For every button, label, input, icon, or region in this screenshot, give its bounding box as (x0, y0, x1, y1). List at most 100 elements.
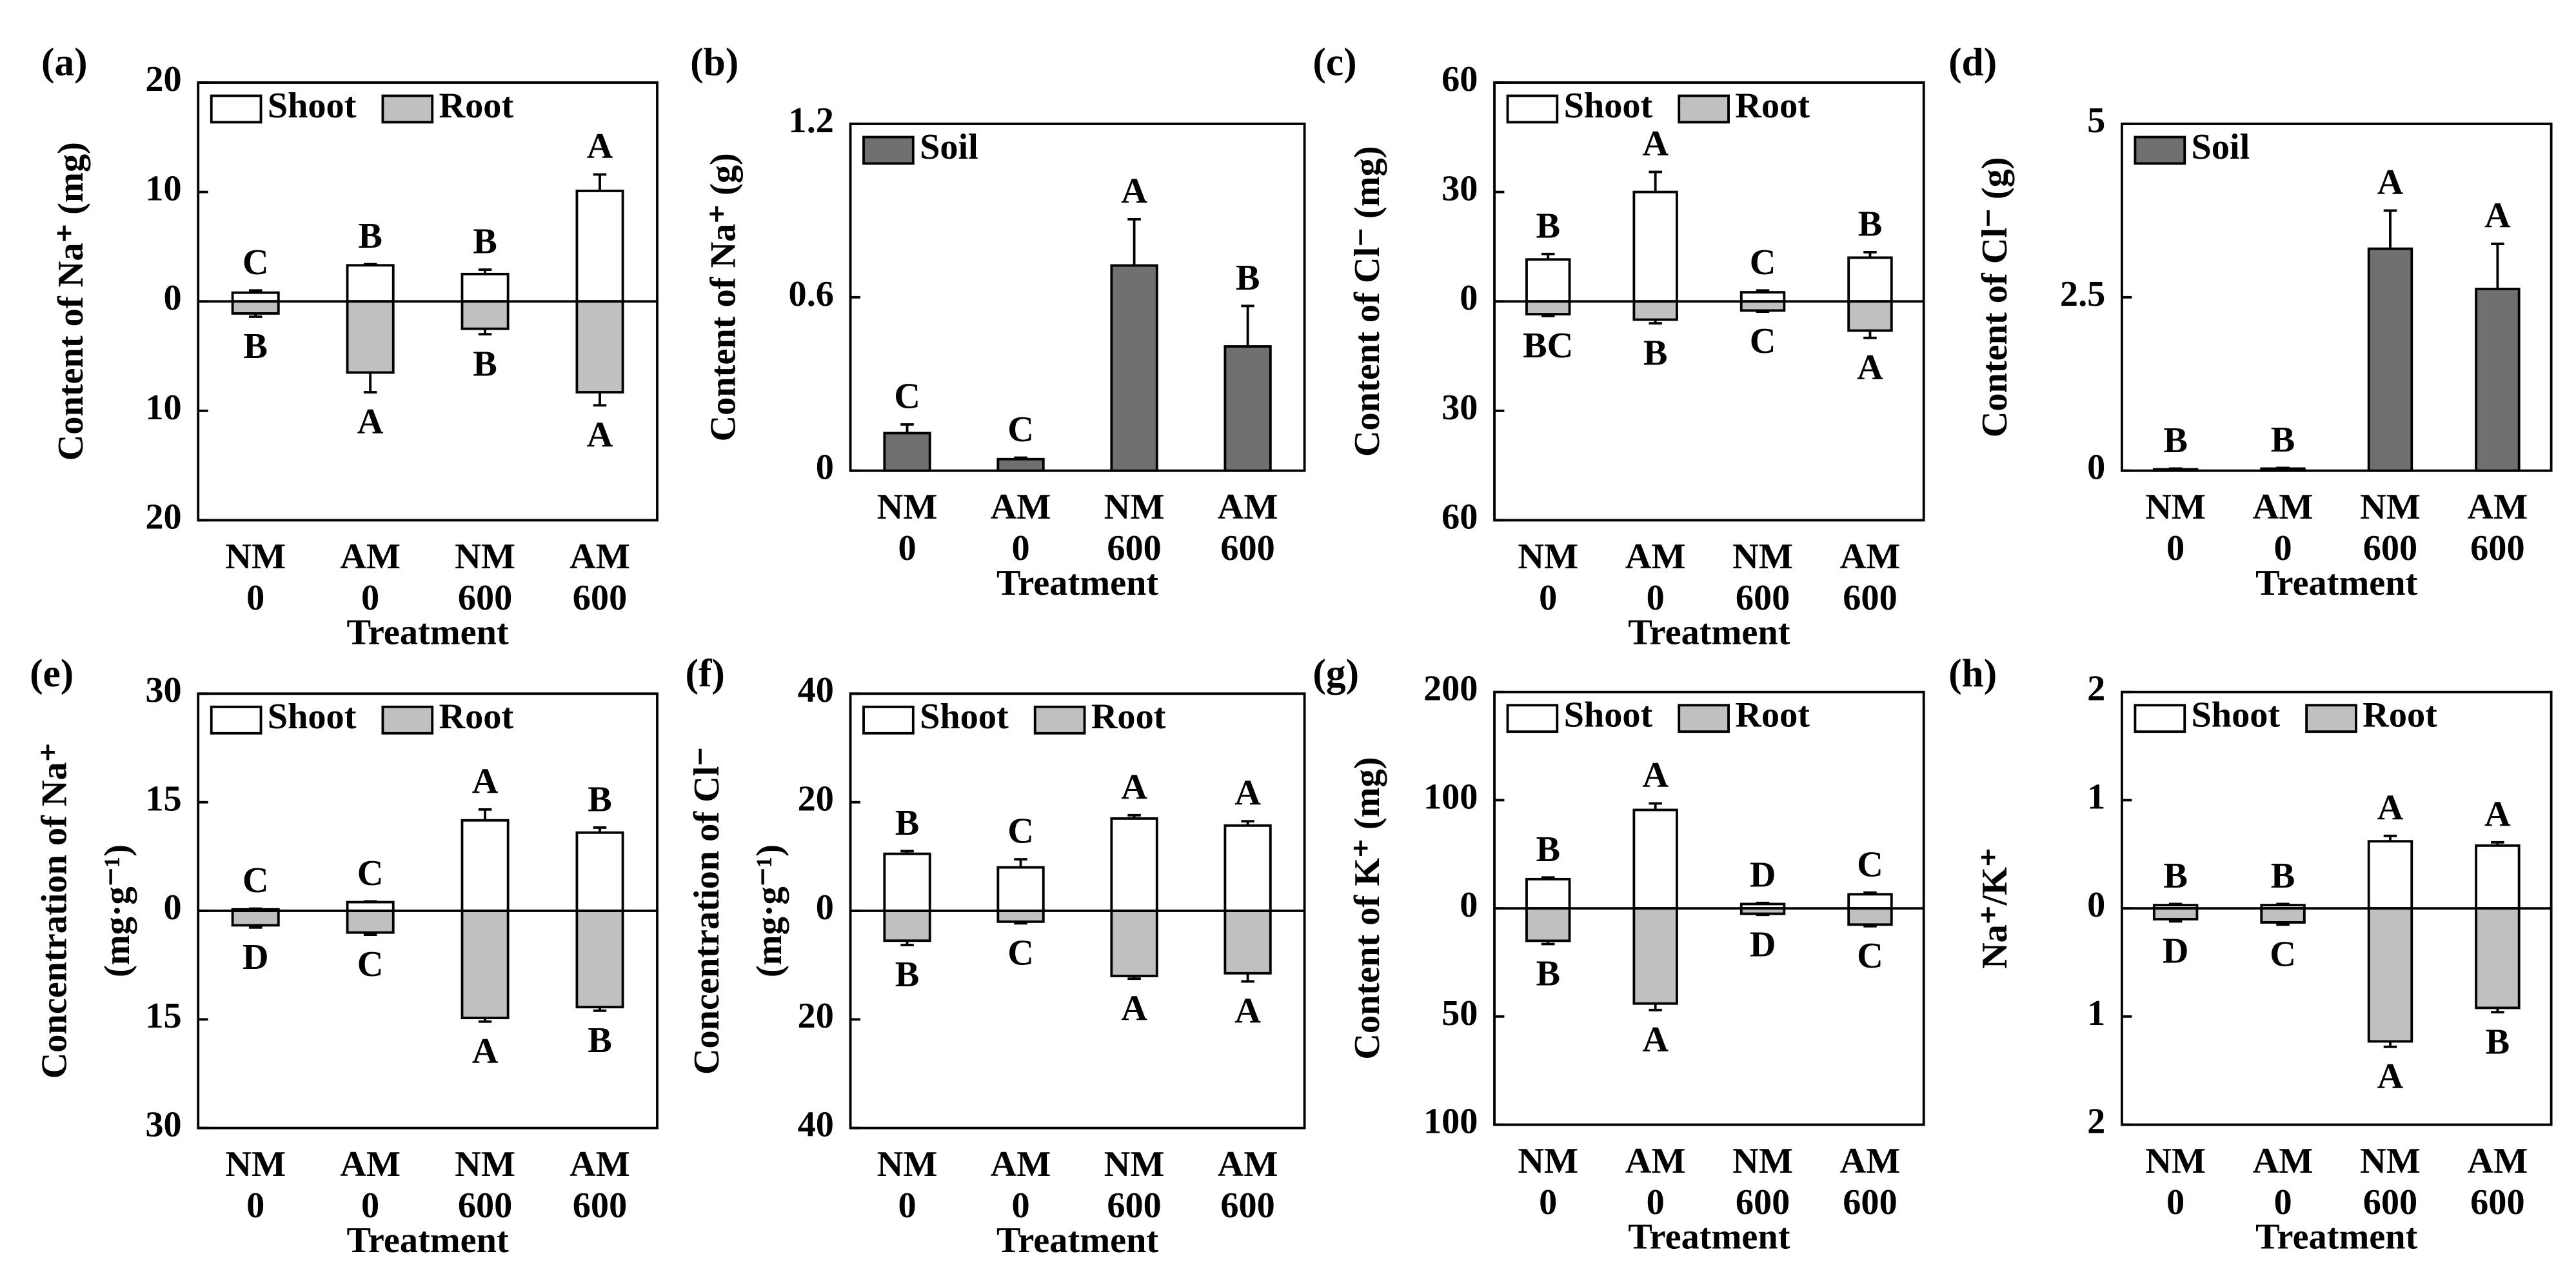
significance-letter: B (2271, 856, 2295, 896)
x-tick-label: AM (570, 537, 630, 577)
significance-letter: C (357, 853, 384, 893)
significance-letter: B (588, 779, 612, 819)
error-bar (2168, 902, 2183, 906)
error-bar (478, 328, 492, 336)
x-tick-label: NM (1732, 1141, 1793, 1181)
x-axis-label: Treatment (346, 1220, 508, 1260)
error-bar (2276, 902, 2290, 906)
x-tick-label: 0 (1647, 1182, 1665, 1222)
significance-letter: B (1536, 206, 1560, 246)
significance-letter: D (1750, 855, 1776, 895)
y-tick-label: 0 (2087, 448, 2105, 488)
x-axis-label: Treatment (996, 563, 1158, 603)
significance-letter: A (1642, 124, 1669, 164)
bar (1739, 300, 1786, 312)
x-tick-label: AM (570, 1144, 630, 1184)
significance-letter: B (1858, 204, 1883, 244)
y-tick-label: 0 (1460, 885, 1478, 925)
significance-letter: C (1007, 410, 1034, 450)
bar (1224, 910, 1272, 975)
legend-swatch (1033, 705, 1086, 735)
legend-label: Root (1735, 86, 1810, 126)
panel-label: (c) (1313, 41, 1356, 85)
bar (996, 457, 1045, 472)
x-tick-label: AM (2467, 487, 2528, 527)
bar (1110, 264, 1158, 472)
x-tick-label: 600 (1736, 578, 1790, 618)
y-axis-label: Content of Cl⁻ (mg) (1347, 146, 1387, 457)
legend-swatch (210, 94, 263, 124)
error-bar (1541, 252, 1555, 260)
x-tick-label: 0 (1011, 1186, 1029, 1226)
significance-letter: B (1536, 954, 1560, 994)
x-tick-label: AM (1625, 537, 1686, 577)
bar (996, 866, 1045, 912)
bar (2367, 840, 2413, 910)
bar (1739, 291, 1786, 303)
significance-letter: B (358, 216, 382, 256)
x-tick-label: 600 (1843, 578, 1897, 618)
error-bar (248, 925, 263, 929)
bar (575, 190, 624, 303)
x-tick-label: NM (1518, 1141, 1578, 1181)
x-tick-label: 0 (246, 1186, 264, 1226)
bar (1632, 300, 1678, 321)
x-tick-label: 600 (2470, 528, 2524, 568)
significance-letter: A (2484, 794, 2511, 834)
y-tick-label: 1 (2087, 993, 2105, 1033)
x-tick-label: NM (1104, 487, 1165, 527)
y-axis-label: (mg·g⁻¹) (97, 844, 137, 977)
error-bar (1241, 820, 1254, 826)
x-tick-label: AM (991, 1144, 1051, 1184)
panel: (d) 0 2.5 5 Content of Cl⁻ (g) Treatment B B A A N… (1948, 41, 2553, 603)
x-tick-label: NM (877, 487, 938, 527)
y-tick-label: 60 (1442, 59, 1478, 99)
error-bar (1241, 973, 1254, 983)
significance-letter: B (895, 803, 920, 843)
y-tick-label: 10 (145, 169, 181, 209)
x-tick-label: 0 (1647, 578, 1665, 618)
error-bar (363, 372, 377, 393)
significance-letter: A (1642, 1020, 1669, 1060)
legend-swatch (1506, 94, 1559, 124)
significance-letter: A (1857, 348, 1883, 388)
error-bar (248, 907, 263, 910)
significance-letter: C (357, 944, 384, 984)
error-bar (248, 313, 263, 318)
x-tick-label: 600 (1107, 1186, 1161, 1226)
y-tick-label: 100 (1423, 777, 1478, 817)
significance-letter: C (1007, 933, 1034, 973)
bar (883, 432, 931, 472)
error-bar (363, 900, 377, 903)
panel-label: (f) (686, 652, 725, 695)
bar (1110, 910, 1158, 977)
bar (231, 910, 280, 927)
significance-letter: B (1536, 830, 1560, 870)
significance-letter: BC (1523, 326, 1573, 366)
error-bar (2276, 922, 2290, 926)
y-tick-label: 30 (145, 1105, 181, 1145)
legend-label: Soil (920, 127, 978, 167)
panel-label: (g) (1313, 652, 1359, 695)
bar (2152, 907, 2199, 921)
bar (1847, 300, 1893, 332)
significance-letter: B (895, 955, 920, 995)
error-bar (593, 173, 607, 191)
bar (2475, 907, 2521, 1010)
significance-letter: D (243, 937, 269, 977)
legend-label: Shoot (1564, 695, 1653, 735)
significance-letter: A (1121, 988, 1147, 1028)
x-tick-label: 600 (458, 1186, 512, 1226)
bar (346, 901, 395, 912)
y-tick-label: 1.2 (789, 101, 834, 141)
x-tick-label: AM (340, 537, 401, 577)
error-bar (363, 263, 377, 266)
legend-swatch (210, 705, 263, 735)
legend-swatch (2305, 704, 2357, 733)
significance-letter: B (473, 344, 497, 384)
y-tick-label: 30 (1442, 169, 1478, 209)
bar (1632, 808, 1678, 910)
panel-label: (d) (1948, 41, 1997, 85)
y-tick-label: 0.6 (789, 274, 834, 314)
